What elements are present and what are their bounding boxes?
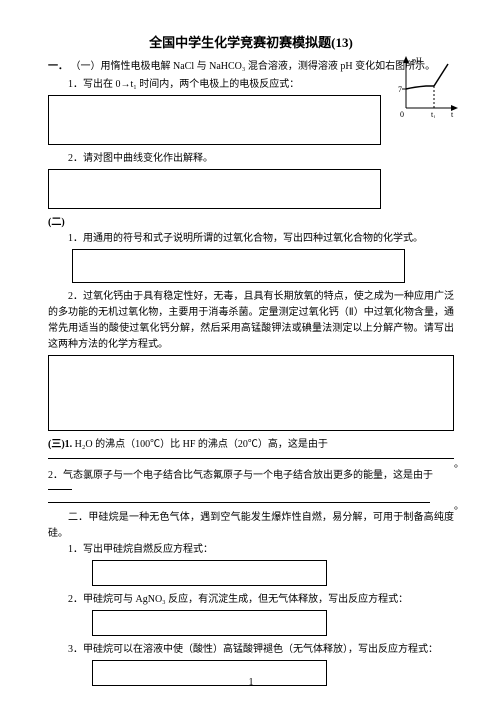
y-tick-label-7: 7: [398, 85, 402, 94]
curve-rising-segment: [434, 64, 448, 86]
y-axis-arrow: [403, 56, 409, 63]
section3-sub-q1-answer-box: [92, 560, 327, 586]
section1-q1-answer-box: [48, 95, 381, 145]
section3-sub-q2: 2．甲硅烷可与 AgNO₃ 反应，有沉淀生成，但无气体释放，写出反应方程式：: [48, 592, 454, 608]
section3-sub-q1: 1．写出甲硅烷自燃反应方程式：: [48, 542, 454, 558]
section1-q1-prompt: 1．写出在 0→t₁ 时间内，两个电极上的电极反应式：: [48, 77, 454, 93]
section1-part2-q1: 1．用通用的符号和式子说明所谓的过氧化合物，写出四种过氧化合物的化学式。: [48, 231, 454, 247]
section3-q2: 2．气态氯原子与一个电子结合比气态氟原子与一个电子结合放出更多的能量，这是由于: [48, 468, 454, 484]
x-tick-label-t1: t₁: [431, 110, 436, 118]
section3-q1-blank: [48, 458, 454, 459]
section3-q1-text: H₂O 的沸点（100℃）比 HF 的沸点（20℃）高，这是由于: [75, 439, 328, 450]
origin-label: 0: [400, 110, 404, 118]
section3-part2-intro: 二．甲硅烷是一种无色气体，遇到空气能发生爆炸性自燃，易分解，可用于制备高纯度硅。: [48, 510, 454, 542]
section3-sub-q3: 3．甲硅烷可以在溶液中使（酸性）高锰酸钾褪色（无气体释放），写出反应方程式：: [48, 642, 454, 658]
section1-part2-q1-answer-box: [72, 249, 405, 283]
section1-q2-answer-box: [48, 169, 381, 209]
period-mark-2: 。: [454, 497, 464, 512]
section1-q2-prompt: 2．请对图中曲线变化作出解释。: [48, 151, 454, 167]
section3-q2-blank-start: [48, 489, 72, 490]
page-number: 1: [249, 677, 254, 688]
section1-part1-intro: 一． （一）用惰性电极电解 NaCl 与 NaHCO₃ 混合溶液，测得溶液 pH…: [48, 59, 454, 75]
section3-heading: (三)1.: [48, 439, 72, 450]
period-mark: 。: [454, 455, 464, 470]
x-axis-label: t: [451, 110, 454, 118]
section1-part2-heading: (二): [48, 215, 454, 231]
section1-part2-q2-answer-box: [48, 355, 454, 431]
document-title: 全国中学生化学竞赛初赛模拟题(13): [48, 32, 454, 51]
section3-q2-blank: [48, 502, 430, 503]
section1-part1-text: （一）用惰性电极电解 NaCl 与 NaHCO₃ 混合溶液，测得溶液 pH 变化…: [71, 61, 436, 72]
section3-sub-q2-answer-box: [92, 610, 327, 636]
y-axis-label: pH: [412, 56, 422, 65]
section1-heading: 一．: [48, 61, 68, 72]
section3-sub-q3-answer-box: [92, 660, 327, 686]
section1-part2-q2: 2．过氧化钙由于具有稳定性好，无毒，且具有长期放氧的特点，使之成为一种应用广泛的…: [48, 289, 454, 353]
ph-chart: pH 7 0 t₁ t: [398, 56, 458, 118]
section3-q1: (三)1. H₂O 的沸点（100℃）比 HF 的沸点（20℃）高，这是由于: [48, 437, 454, 453]
curve-flat-segment: [406, 86, 434, 89]
